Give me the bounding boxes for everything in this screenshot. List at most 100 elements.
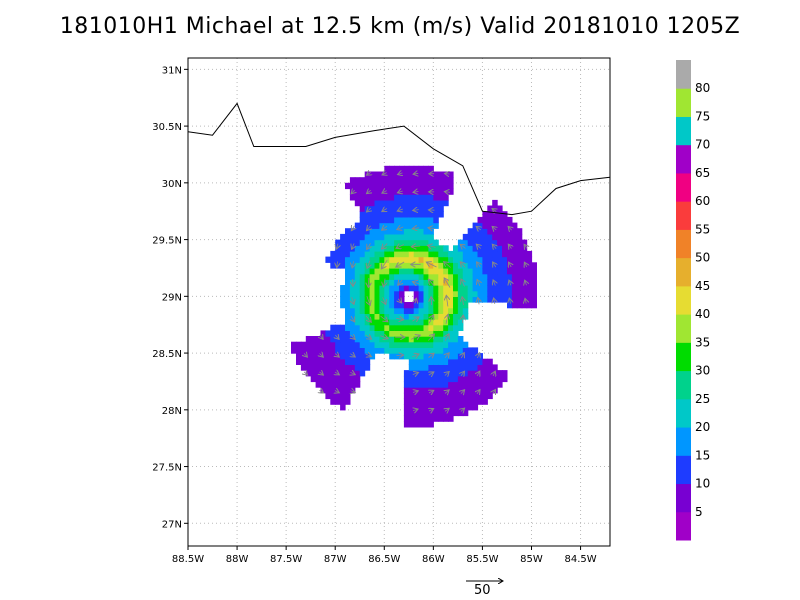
field-cell [349,381,356,388]
field-cell [399,250,405,258]
field-cell [408,307,415,314]
colorbar-label: 25 [695,392,710,406]
field-cell [467,398,474,405]
colorbar-label: 20 [695,420,710,434]
field-cell [472,290,479,297]
field-cell [369,199,376,207]
wind-vector [429,409,434,411]
field-cell [418,199,425,207]
wind-vector [367,172,371,175]
field-cell [394,285,400,292]
field-cell [340,239,346,246]
field-cell [384,205,390,212]
field-cell [408,222,415,229]
field-cell [516,268,523,275]
field-cell [354,188,361,195]
field-cell [438,341,444,348]
field-cell [462,256,469,263]
field-cell [340,364,346,371]
field-cell [389,205,395,212]
field-cell [345,336,351,343]
field-cell [394,194,400,201]
field-cell [345,233,351,241]
field-cell [423,302,429,309]
field-cell [340,404,346,411]
field-cell [315,370,322,377]
field-cell [487,222,493,229]
field-cell [418,256,425,263]
field-cell [335,381,341,388]
field-cell [408,268,415,275]
field-cell [403,392,410,400]
field-cell [433,336,439,343]
field-cell [325,364,331,371]
y-tick-label: 27N [162,519,182,530]
field-cell [354,336,361,343]
field-cell [305,336,312,343]
field-cell [497,250,503,258]
wind-vector [367,226,371,231]
field-cell [379,268,385,275]
field-cell [394,273,400,280]
wind-vector [445,353,449,358]
field-cell [384,347,390,354]
field-cell [374,205,380,212]
field-cell [497,205,503,212]
field-cell [345,347,351,354]
field-cell [359,296,366,303]
field-cell [502,285,508,292]
field-cell [345,268,351,275]
field-cell [453,381,459,388]
field-cell [472,347,479,354]
field-cell [364,347,371,354]
field-cell [472,228,479,235]
field-cell [428,319,434,326]
field-cell [453,364,459,371]
field-cell [394,341,400,348]
field-cell [325,381,331,388]
wind-vector [445,390,449,394]
field-cell [413,228,420,235]
field-cell [379,250,385,258]
field-cell [438,199,444,207]
field-cell [379,296,385,303]
colorbar-segment [676,172,691,202]
field-cell [389,319,395,326]
field-cell [423,188,429,195]
field-cell [340,285,346,292]
field-cell [526,296,533,303]
field-cell [492,199,498,207]
field-cell [453,285,459,292]
field-cell [418,358,425,365]
field-cell [487,205,493,212]
field-cell [467,268,474,275]
field-cell [448,336,454,343]
field-cell [448,358,454,365]
field-cell [399,341,405,348]
wind-vector [477,371,480,376]
field-cell [433,398,439,405]
field-cell [320,364,326,371]
field-cell [340,250,346,258]
wind-vector [461,408,465,411]
field-cell [443,273,449,280]
colorbar-segment [676,342,691,372]
field-cell [467,273,474,280]
field-cell [433,211,439,218]
field-cell [507,262,513,269]
field-cell [354,194,361,201]
field-cell [428,290,434,297]
field-cell [403,205,410,212]
field-cell [354,381,361,388]
field-cell [428,177,434,184]
field-cell [345,330,351,337]
field-cell [497,375,503,383]
field-cell [457,250,464,258]
field-cell [428,228,434,235]
field-cell [526,290,533,297]
field-cell [433,222,439,229]
field-cell [384,194,390,201]
wind-vector [445,174,450,175]
wind-vector [412,317,419,321]
wind-vector [396,261,405,267]
